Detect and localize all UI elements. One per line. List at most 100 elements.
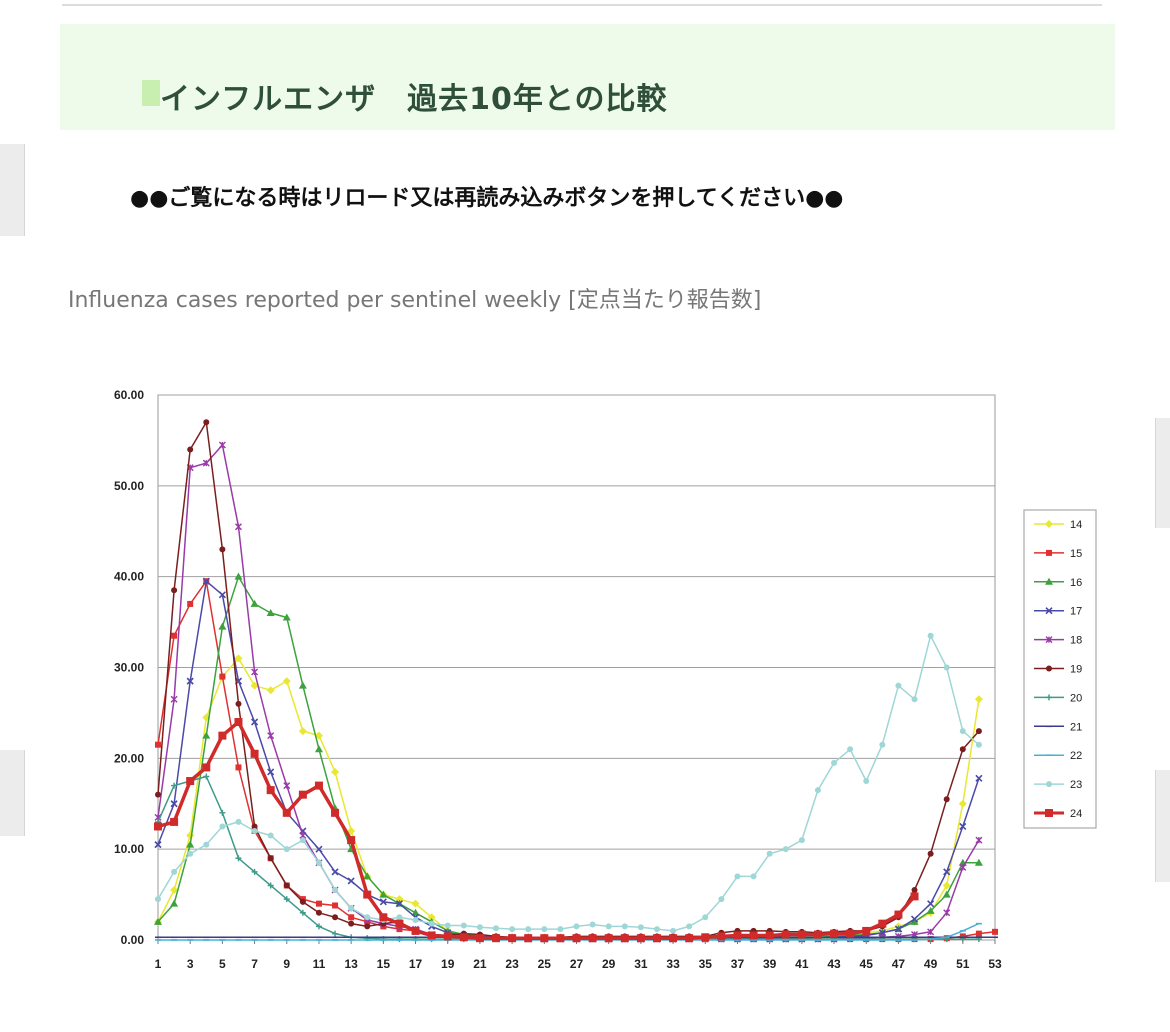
right-edge-tab[interactable] [1155, 770, 1170, 882]
data-point-legend-17 [1045, 607, 1053, 615]
left-edge-tab[interactable] [0, 144, 25, 236]
data-point-17 [154, 841, 162, 849]
data-point-23 [428, 920, 435, 927]
data-point-23 [702, 914, 709, 921]
data-point-19 [203, 419, 210, 426]
data-point-16 [154, 917, 162, 925]
right-edge-tab[interactable] [1155, 418, 1170, 528]
data-point-16 [314, 745, 323, 753]
data-point-legend-23 [1046, 781, 1052, 788]
data-point-legend-18 [1045, 636, 1053, 644]
series-line-23 [157, 634, 980, 932]
data-point-legend-15 [1046, 549, 1052, 556]
x-tick-label: 51 [956, 957, 970, 971]
data-point-14 [427, 913, 436, 922]
data-point-24 [846, 929, 855, 938]
data-point-23 [364, 914, 371, 921]
data-point-19 [943, 796, 950, 803]
data-point-20 [203, 773, 210, 780]
data-point-23 [605, 923, 612, 930]
x-tick-label: 23 [505, 957, 519, 971]
data-point-24 [878, 919, 887, 928]
data-point-23 [267, 832, 274, 839]
data-point-24 [910, 892, 919, 901]
data-point-24 [620, 934, 629, 943]
data-point-23 [734, 873, 741, 880]
legend-label: 22 [1070, 750, 1082, 762]
data-point-15 [235, 764, 242, 771]
data-point-17 [927, 900, 935, 908]
series-line-22 [158, 922, 980, 941]
data-point-24 [331, 808, 340, 817]
data-point-24 [524, 934, 533, 943]
data-point-14 [234, 654, 243, 663]
data-point-24 [813, 930, 822, 939]
data-point-23 [476, 924, 483, 931]
data-point-24 [492, 934, 501, 943]
left-edge-tab[interactable] [0, 750, 25, 836]
data-point-23 [251, 828, 258, 834]
data-point-16 [202, 731, 211, 739]
data-point-14 [331, 767, 340, 776]
data-point-legend-24 [1045, 809, 1053, 817]
data-point-16 [926, 906, 935, 914]
data-point-15 [155, 741, 161, 748]
data-point-24 [733, 931, 742, 940]
section-header [60, 24, 1115, 130]
data-point-23 [509, 926, 516, 933]
data-point-24 [250, 749, 259, 758]
data-point-20 [267, 882, 274, 889]
data-point-17 [251, 718, 259, 726]
data-point-16 [250, 599, 259, 607]
data-point-14 [411, 899, 420, 908]
data-point-19 [283, 882, 290, 889]
data-point-17 [959, 822, 967, 831]
data-point-23 [235, 818, 242, 825]
x-tick-label: 37 [731, 957, 745, 971]
data-point-14 [282, 677, 291, 686]
data-point-19 [235, 700, 242, 707]
data-point-legend-16 [1045, 577, 1053, 585]
data-point-18 [170, 695, 178, 703]
data-point-19 [332, 914, 339, 921]
legend-label: 21 [1070, 721, 1082, 733]
top-divider [62, 0, 1102, 6]
data-point-24 [459, 933, 468, 942]
data-point-23 [171, 868, 178, 875]
data-point-16 [266, 609, 275, 616]
data-point-14 [974, 695, 983, 704]
data-point-23 [670, 927, 677, 934]
data-point-14 [347, 827, 356, 835]
data-point-23 [525, 926, 532, 933]
data-point-24 [797, 930, 806, 939]
data-point-24 [685, 934, 694, 943]
x-tick-label: 21 [473, 957, 487, 971]
data-point-18 [283, 782, 291, 790]
data-point-23 [444, 922, 451, 929]
data-point-16 [186, 840, 195, 848]
data-point-17 [943, 868, 951, 876]
x-tick-label: 7 [251, 957, 258, 971]
data-point-23 [718, 896, 725, 903]
data-point-19 [959, 746, 966, 753]
legend-label: 14 [1070, 519, 1082, 531]
x-tick-label: 45 [860, 957, 874, 971]
data-point-18 [234, 523, 242, 531]
data-point-24 [669, 934, 678, 943]
data-point-17 [315, 845, 323, 853]
data-point-24 [395, 919, 404, 928]
data-point-19 [219, 546, 226, 553]
data-point-17 [170, 800, 178, 808]
data-point-20 [219, 809, 226, 816]
x-tick-label: 33 [666, 957, 680, 971]
x-tick-label: 39 [763, 957, 777, 971]
data-point-24 [282, 808, 291, 817]
x-tick-label: 49 [924, 957, 938, 971]
legend-label: 20 [1070, 692, 1082, 704]
data-point-14 [942, 881, 951, 890]
data-point-19 [975, 728, 982, 735]
data-point-18 [218, 441, 226, 449]
data-point-15 [332, 902, 339, 909]
data-point-20 [171, 782, 178, 789]
data-point-16 [218, 622, 227, 630]
